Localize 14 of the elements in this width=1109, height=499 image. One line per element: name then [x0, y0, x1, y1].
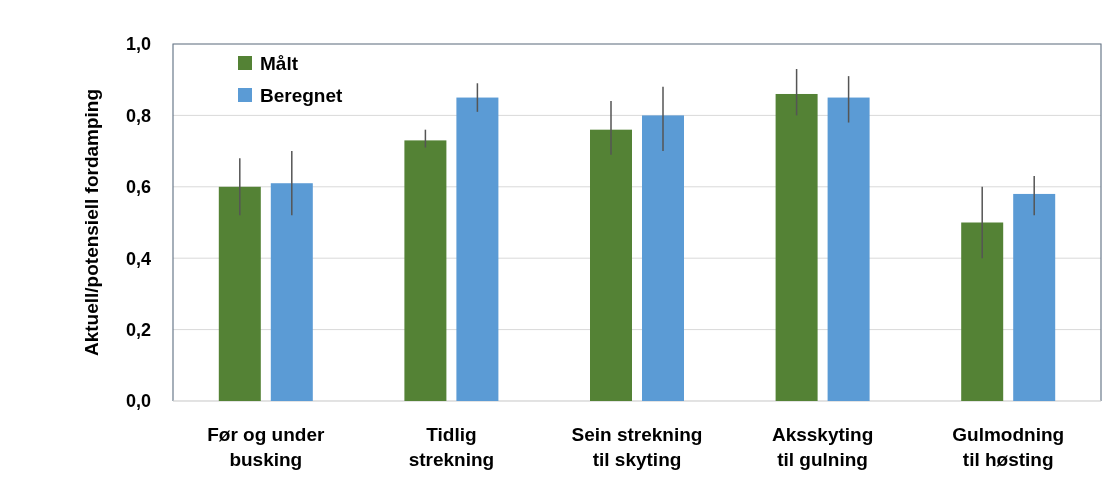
x-tick-label: Sein strekning til skyting — [571, 424, 703, 470]
legend-label: Beregnet — [260, 84, 344, 106]
x-tick-label: Tidlig strekning — [408, 424, 495, 470]
y-tick-label: 1,0 — [125, 34, 151, 55]
x-tick-label: Aksskyting til gulning — [771, 424, 874, 470]
x-tick-label: Før og under busking — [207, 424, 325, 470]
y-tick-label: 0,8 — [125, 105, 151, 126]
y-tick-label: 0,6 — [125, 177, 151, 198]
legend-label: Målt — [260, 52, 299, 74]
y-tick-label: 0,0 — [125, 391, 151, 412]
x-tick-label: Gulmodning til høsting — [952, 424, 1065, 470]
y-tick-label: 0,2 — [125, 319, 151, 340]
y-axis-title: Aktuell/potensiell fordamping — [81, 88, 102, 357]
y-tick-label: 0,4 — [125, 248, 151, 269]
